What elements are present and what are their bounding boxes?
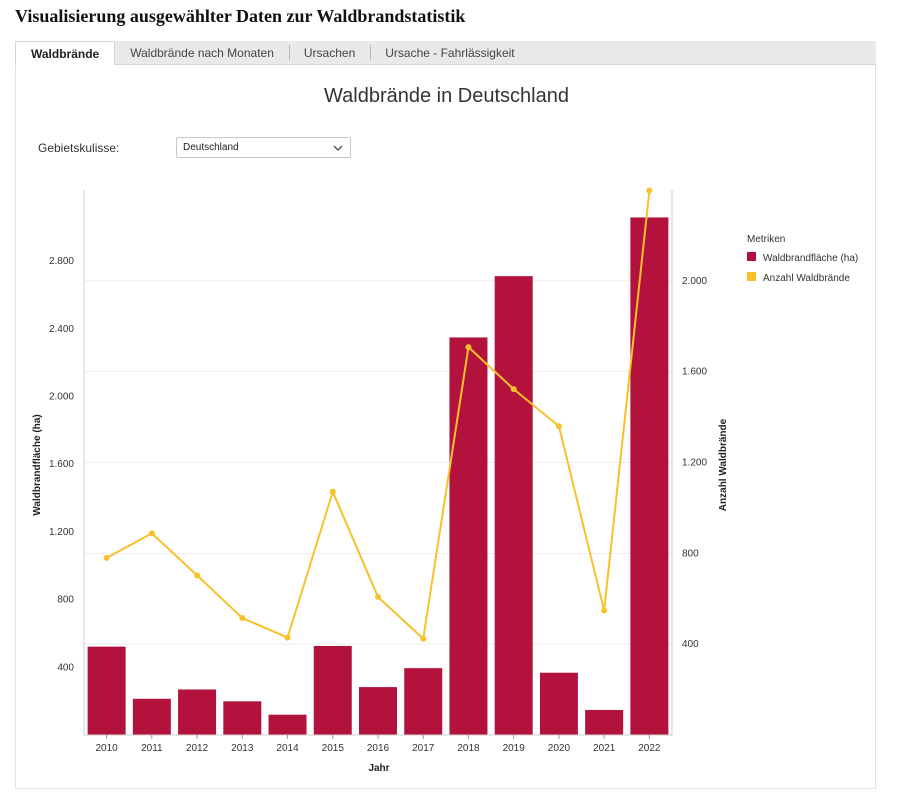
- line-point-2019[interactable]: [510, 386, 517, 393]
- bar-2017[interactable]: [404, 668, 443, 735]
- x-tick-label: 2018: [457, 743, 480, 754]
- bar-series: [87, 217, 669, 735]
- x-axis-title: Jahr: [368, 763, 389, 774]
- bar-2013[interactable]: [223, 701, 262, 735]
- x-tick-label: 2010: [95, 743, 118, 754]
- line-series: [103, 187, 653, 642]
- chevron-down-icon: [333, 145, 343, 151]
- y2-tick-label: 400: [682, 639, 699, 650]
- x-tick-label: 2021: [593, 743, 616, 754]
- line-path: [106, 190, 651, 641]
- grid-lines: [84, 280, 672, 645]
- x-axis-ticks: 2010 2011 2012 2013 2014 2015 2016 2017 2018 2019…: [95, 735, 661, 754]
- y-tick-label: 800: [57, 595, 74, 606]
- legend-swatch-anzahl-waldbraende: [747, 272, 756, 281]
- line-point-2018[interactable]: [465, 344, 472, 351]
- y2-tick-label: 800: [682, 548, 699, 559]
- x-tick-label: 2014: [276, 743, 299, 754]
- line-point-2020[interactable]: [555, 423, 562, 430]
- page-title: Visualisierung ausgewählter Daten zur Wa…: [15, 6, 466, 26]
- x-tick-label: 2012: [186, 743, 209, 754]
- line-point-2014[interactable]: [284, 634, 291, 641]
- y2-tick-label: 1.200: [682, 458, 707, 469]
- line-point-2017[interactable]: [420, 635, 427, 642]
- tab-waldbraende-nach-monaten[interactable]: Waldbrände nach Monaten: [130, 45, 274, 60]
- y-tick-label: 400: [57, 662, 74, 673]
- x-tick-label: 2019: [503, 743, 526, 754]
- y2-tick-label: 1.600: [682, 367, 707, 378]
- bar-2010[interactable]: [87, 646, 126, 735]
- bar-2019[interactable]: [494, 276, 533, 735]
- legend-label-waldbrandflaeche[interactable]: Waldbrandfläche (ha): [763, 253, 858, 264]
- region-select-value: Deutschland: [183, 142, 239, 153]
- legend-label-anzahl-waldbraende[interactable]: Anzahl Waldbrände: [763, 273, 850, 284]
- line-point-2012[interactable]: [194, 572, 201, 579]
- line-point-2021[interactable]: [601, 607, 608, 614]
- y2-axis-title: Anzahl Waldbrände: [718, 418, 729, 511]
- x-tick-label: 2017: [412, 743, 435, 754]
- tab-ursachen[interactable]: Ursachen: [288, 41, 370, 64]
- bar-2014[interactable]: [268, 714, 307, 735]
- x-tick-label: 2016: [367, 743, 390, 754]
- bar-2012[interactable]: [178, 689, 217, 735]
- chart-panel: Waldbrände in Deutschland Gebietskulisse…: [15, 65, 876, 789]
- x-tick-label: 2013: [231, 743, 254, 754]
- y-tick-label: 2.000: [49, 391, 74, 402]
- tab-waldbraende[interactable]: Waldbrände: [15, 41, 116, 66]
- y-tick-label: 2.800: [49, 256, 74, 267]
- legend: Metriken Waldbrandfläche (ha) Anzahl Wal…: [747, 234, 858, 284]
- bar-2015[interactable]: [313, 645, 352, 735]
- y-tick-label: 2.400: [49, 324, 74, 335]
- y-axis-title: Waldbrandfläche (ha): [32, 414, 43, 515]
- bar-2016[interactable]: [359, 687, 397, 735]
- line-point-2011[interactable]: [148, 530, 155, 537]
- legend-title: Metriken: [747, 234, 785, 245]
- y-axis-ticks: 400 800 1.200 1.600 2.000 2.400 2.800: [49, 256, 74, 673]
- tab-ursache-fahrlaessigkeit[interactable]: Ursache - Fahrlässigkeit: [370, 41, 529, 64]
- x-tick-label: 2011: [141, 743, 163, 754]
- x-tick-label: 2022: [638, 743, 661, 754]
- filter-label: Gebietskulisse:: [38, 141, 120, 155]
- chart-area: 2010 2011 2012 2013 2014 2015 2016 2017 2018 2019…: [32, 187, 858, 774]
- line-point-2010[interactable]: [103, 554, 110, 561]
- y2-tick-label: 2.000: [682, 276, 707, 287]
- chart-title: Waldbrände in Deutschland: [324, 85, 569, 107]
- bar-2022[interactable]: [630, 217, 669, 735]
- bar-2018[interactable]: [449, 337, 488, 735]
- bar-2020[interactable]: [539, 672, 578, 735]
- legend-swatch-waldbrandflaeche: [747, 252, 756, 261]
- line-point-2015[interactable]: [329, 488, 336, 495]
- y-tick-label: 1.200: [49, 527, 74, 538]
- x-tick-label: 2015: [322, 743, 345, 754]
- bar-2011[interactable]: [132, 698, 171, 735]
- y2-axis-ticks: 400 800 1.200 1.600 2.000: [682, 276, 707, 650]
- x-tick-label: 2020: [548, 743, 571, 754]
- line-point-2016[interactable]: [375, 593, 381, 600]
- tab-bar: Waldbrände Waldbrände nach Monaten Ursac…: [15, 41, 876, 66]
- line-point-2022[interactable]: [646, 187, 653, 194]
- region-select[interactable]: Deutschland: [176, 137, 351, 158]
- bar-2021[interactable]: [585, 709, 624, 735]
- y-tick-label: 1.600: [49, 459, 74, 470]
- line-point-2013[interactable]: [239, 615, 246, 622]
